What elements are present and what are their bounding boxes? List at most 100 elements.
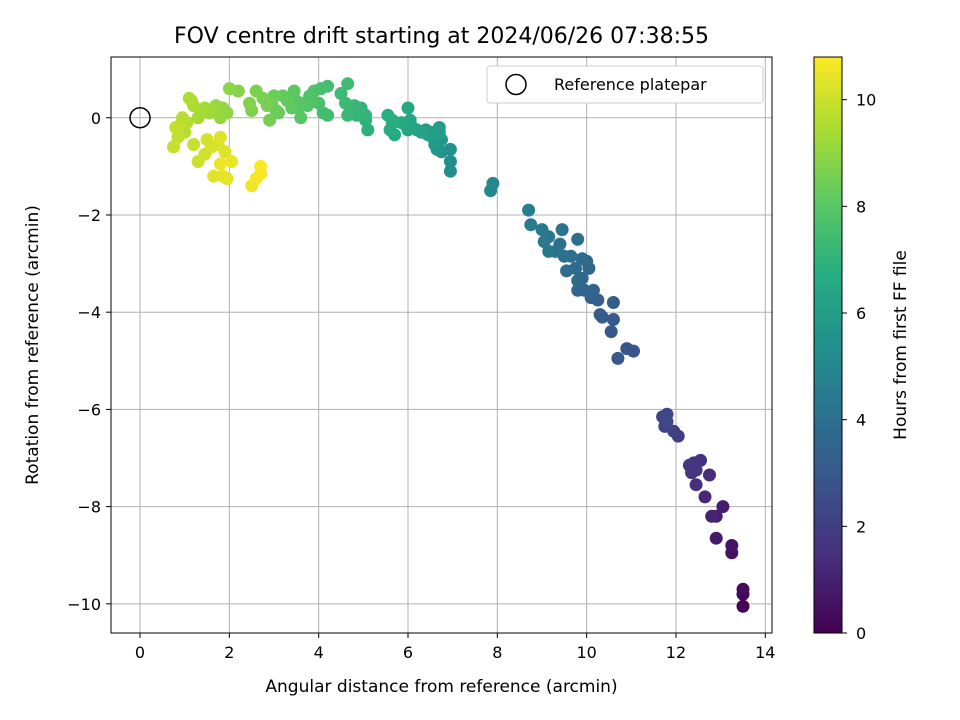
data-point: [191, 111, 205, 125]
data-point: [361, 123, 375, 137]
legend-marker-reference: [505, 73, 527, 96]
grid: [111, 57, 772, 633]
data-point: [187, 138, 201, 151]
data-point: [736, 599, 750, 613]
data-point: [171, 130, 185, 144]
x-tick-label: 2: [224, 643, 234, 662]
scatter-points: [129, 77, 750, 613]
data-point: [341, 108, 355, 122]
x-axis-ticks: 0 2 4 6 8 10 12 14: [135, 633, 775, 662]
y-tick-label: −8: [77, 498, 101, 517]
data-point: [486, 176, 500, 190]
data-point: [254, 159, 268, 173]
data-point: [555, 223, 569, 237]
colorbar-label: Hours from first FF file: [891, 250, 911, 440]
data-point: [220, 172, 234, 185]
colorbar-tick-label: 0: [856, 624, 866, 643]
data-point: [213, 157, 227, 171]
y-tick-label: −4: [77, 303, 101, 322]
data-point: [385, 113, 399, 127]
data-point: [522, 203, 536, 217]
data-point: [736, 582, 750, 596]
colorbar-tick-label: 2: [856, 517, 866, 536]
data-point: [560, 264, 574, 278]
y-tick-label: −2: [77, 206, 101, 225]
data-point: [698, 490, 712, 504]
data-point: [213, 111, 227, 125]
y-axis-label: Rotation from reference (arcmin): [23, 205, 43, 485]
data-point: [222, 82, 236, 96]
data-point: [575, 252, 589, 266]
x-tick-label: 10: [576, 643, 596, 662]
x-tick-label: 4: [314, 643, 324, 662]
data-point: [218, 145, 232, 159]
data-point: [200, 133, 214, 147]
data-point: [443, 164, 457, 178]
x-tick-label: 8: [492, 643, 502, 662]
y-axis-ticks: 0 −2 −4 −6 −8 −10: [67, 109, 111, 614]
data-point: [383, 123, 397, 137]
data-point: [703, 468, 716, 482]
data-point: [716, 500, 730, 514]
y-tick-label: 0: [91, 109, 101, 128]
data-point: [443, 155, 457, 168]
data-point: [334, 87, 348, 100]
legend: Reference platepar: [486, 65, 764, 104]
colorbar-ticks: 0 2 4 6 8 10: [842, 91, 876, 643]
colorbar-tick-label: 4: [856, 411, 866, 430]
data-point: [249, 84, 263, 98]
data-point: [611, 351, 625, 365]
data-point: [571, 283, 585, 297]
data-point: [287, 84, 301, 98]
data-point: [660, 415, 674, 429]
data-point: [725, 539, 739, 552]
plot-frame: [110, 56, 773, 634]
colorbar: [813, 56, 843, 634]
chart-title: FOV centre drift starting at 2024/06/26 …: [174, 24, 709, 49]
data-point: [689, 463, 703, 477]
data-point: [169, 121, 183, 134]
data-point: [339, 96, 352, 110]
x-axis-label: Angular distance from reference (arcmin): [265, 677, 617, 697]
y-tick-label: −6: [77, 400, 101, 419]
data-point: [294, 111, 308, 125]
data-point: [276, 89, 290, 103]
data-point: [535, 223, 549, 237]
legend-label-reference: Reference platepar: [554, 75, 707, 94]
data-point: [350, 108, 364, 122]
legend-box: [486, 65, 764, 104]
data-point: [401, 101, 415, 115]
reference-marker: [129, 107, 151, 129]
data-point: [263, 113, 277, 127]
data-point: [606, 313, 620, 326]
data-point: [571, 232, 585, 246]
data-point: [167, 140, 180, 154]
data-point: [213, 130, 227, 144]
data-point: [341, 77, 355, 91]
data-point: [604, 325, 618, 339]
data-point: [542, 244, 556, 258]
x-tick-label: 14: [755, 643, 775, 662]
data-point: [709, 531, 723, 545]
data-point: [243, 96, 256, 110]
x-tick-label: 12: [666, 643, 686, 662]
y-tick-label: −10: [67, 595, 101, 614]
x-tick-label: 6: [403, 643, 413, 662]
colorbar-tick-label: 10: [856, 91, 876, 110]
data-point: [595, 310, 609, 324]
colorbar-tick-label: 6: [856, 304, 866, 323]
data-point: [571, 274, 585, 288]
data-point: [207, 169, 221, 183]
data-point: [620, 342, 634, 356]
data-point: [537, 235, 551, 249]
data-point: [705, 509, 719, 523]
x-tick-label: 0: [135, 643, 145, 662]
data-point: [225, 155, 239, 168]
data-point: [182, 91, 196, 105]
data-point: [432, 125, 446, 139]
data-point: [689, 478, 703, 492]
colorbar-tick-label: 8: [856, 197, 866, 216]
data-point: [606, 296, 620, 309]
data-point: [316, 106, 330, 120]
